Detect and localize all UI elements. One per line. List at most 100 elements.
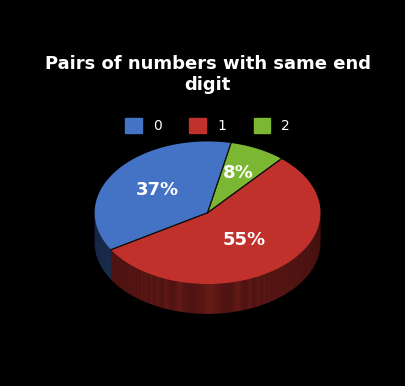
Polygon shape — [265, 274, 266, 304]
Polygon shape — [297, 256, 298, 286]
Polygon shape — [290, 261, 291, 291]
Polygon shape — [246, 279, 247, 310]
Polygon shape — [258, 276, 259, 306]
Polygon shape — [118, 256, 119, 286]
Polygon shape — [282, 266, 283, 296]
Polygon shape — [203, 284, 204, 314]
Polygon shape — [274, 270, 275, 300]
Polygon shape — [166, 279, 167, 309]
Polygon shape — [305, 248, 306, 278]
Polygon shape — [183, 283, 184, 312]
Polygon shape — [309, 243, 310, 273]
Polygon shape — [147, 273, 148, 303]
Polygon shape — [301, 252, 302, 283]
Polygon shape — [128, 264, 129, 294]
Polygon shape — [111, 159, 320, 284]
Text: 55%: 55% — [222, 231, 266, 249]
Polygon shape — [173, 281, 174, 311]
Polygon shape — [127, 263, 128, 293]
Polygon shape — [170, 280, 171, 310]
Polygon shape — [230, 283, 231, 312]
Polygon shape — [218, 284, 219, 313]
Polygon shape — [225, 283, 226, 313]
Polygon shape — [201, 284, 202, 314]
Polygon shape — [140, 270, 141, 300]
Polygon shape — [171, 280, 172, 310]
Polygon shape — [122, 260, 123, 290]
Polygon shape — [257, 277, 258, 306]
Polygon shape — [177, 281, 178, 312]
Polygon shape — [298, 255, 299, 285]
Polygon shape — [133, 266, 134, 296]
Polygon shape — [271, 271, 272, 301]
Polygon shape — [259, 276, 260, 306]
Polygon shape — [247, 279, 248, 309]
Polygon shape — [95, 141, 231, 250]
Polygon shape — [184, 283, 185, 312]
Polygon shape — [220, 284, 221, 313]
Polygon shape — [149, 274, 150, 304]
Text: 37%: 37% — [135, 181, 179, 199]
Polygon shape — [278, 268, 279, 298]
Polygon shape — [164, 279, 165, 308]
Polygon shape — [179, 282, 180, 312]
Polygon shape — [236, 282, 237, 312]
Polygon shape — [210, 284, 211, 314]
Polygon shape — [244, 280, 245, 310]
Polygon shape — [168, 279, 169, 310]
Polygon shape — [144, 272, 145, 301]
Polygon shape — [233, 282, 234, 312]
Polygon shape — [295, 257, 296, 288]
Polygon shape — [114, 253, 115, 283]
Polygon shape — [169, 280, 170, 310]
Polygon shape — [161, 278, 162, 308]
Polygon shape — [223, 283, 224, 313]
Polygon shape — [242, 281, 243, 310]
Polygon shape — [254, 278, 256, 307]
Polygon shape — [167, 279, 168, 309]
Polygon shape — [121, 259, 122, 289]
Polygon shape — [276, 269, 277, 299]
Polygon shape — [212, 284, 213, 314]
Polygon shape — [148, 273, 149, 303]
Polygon shape — [153, 276, 154, 305]
Polygon shape — [150, 274, 151, 304]
Polygon shape — [111, 250, 112, 281]
Polygon shape — [190, 283, 192, 313]
Polygon shape — [272, 271, 273, 301]
Polygon shape — [152, 275, 153, 305]
Polygon shape — [214, 284, 215, 314]
Polygon shape — [273, 271, 274, 301]
Polygon shape — [165, 279, 166, 309]
Polygon shape — [213, 284, 214, 314]
Polygon shape — [284, 264, 285, 295]
Polygon shape — [245, 280, 246, 310]
Polygon shape — [291, 260, 292, 290]
Polygon shape — [232, 282, 233, 312]
Polygon shape — [197, 284, 198, 313]
Polygon shape — [289, 261, 290, 292]
Polygon shape — [182, 282, 183, 312]
Polygon shape — [288, 262, 289, 293]
Polygon shape — [228, 283, 230, 313]
Polygon shape — [202, 284, 203, 314]
Polygon shape — [304, 249, 305, 279]
Polygon shape — [306, 247, 307, 277]
Polygon shape — [178, 282, 179, 312]
Polygon shape — [279, 267, 280, 298]
Polygon shape — [188, 283, 189, 313]
Polygon shape — [260, 276, 261, 306]
Polygon shape — [192, 283, 194, 313]
Polygon shape — [181, 282, 182, 312]
Polygon shape — [302, 251, 303, 281]
Polygon shape — [136, 268, 137, 298]
Polygon shape — [186, 283, 187, 313]
Polygon shape — [294, 258, 295, 288]
Polygon shape — [200, 284, 201, 314]
Polygon shape — [139, 269, 140, 300]
Polygon shape — [156, 276, 157, 306]
Polygon shape — [241, 281, 242, 311]
Polygon shape — [199, 284, 200, 314]
Polygon shape — [116, 255, 117, 285]
Polygon shape — [299, 254, 300, 284]
